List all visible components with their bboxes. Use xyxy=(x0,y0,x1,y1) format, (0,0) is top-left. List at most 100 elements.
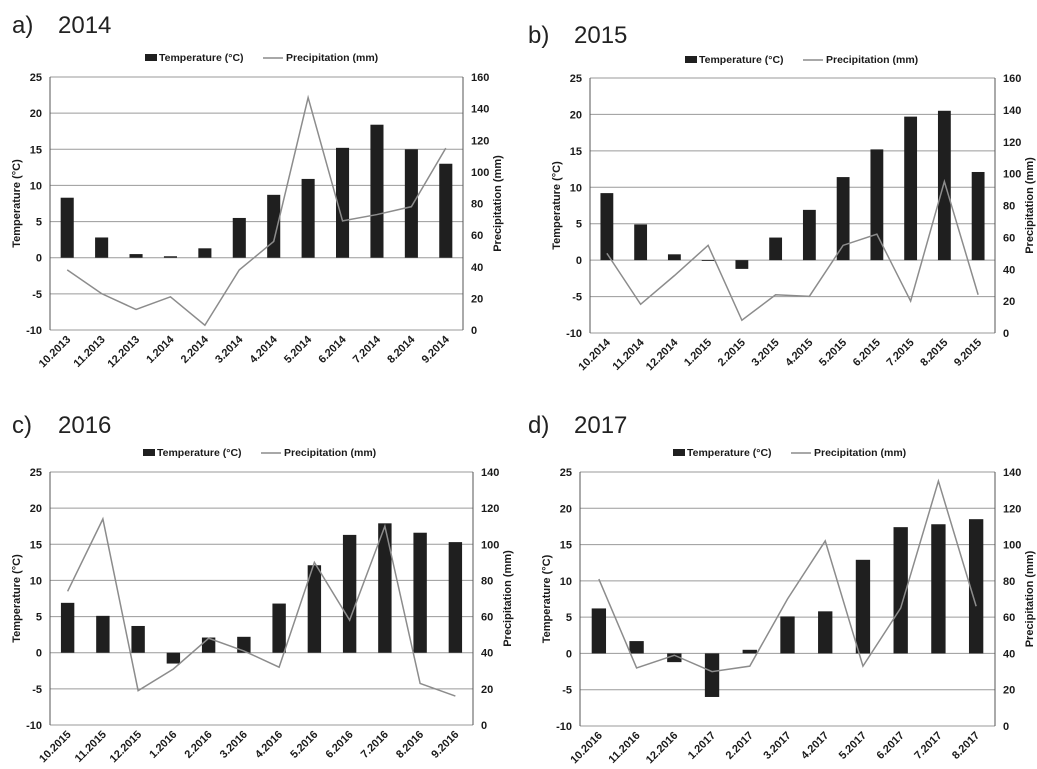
precipitation-line xyxy=(606,178,979,322)
y2-tick-label: 20 xyxy=(471,293,483,305)
y2-tick-label: 60 xyxy=(1003,612,1015,624)
y2-tick-label: 20 xyxy=(1003,296,1015,308)
temperature-bar xyxy=(267,194,281,258)
y-tick-label: 10 xyxy=(30,180,42,192)
y2-tick-label: 100 xyxy=(481,539,499,551)
legend-bar-swatch xyxy=(673,449,685,456)
y-tick-label: 5 xyxy=(36,612,42,624)
legend-label-temperature: Temperature (°C) xyxy=(687,447,772,459)
temperature-bar xyxy=(780,616,795,654)
y-tick-label: -5 xyxy=(32,289,42,301)
legend-label-temperature: Temperature (°C) xyxy=(699,54,784,66)
legend-label-temperature: Temperature (°C) xyxy=(159,52,244,64)
y2-tick-label: 100 xyxy=(471,167,489,179)
temperature-bar xyxy=(163,256,177,258)
y2-tick-label: 40 xyxy=(471,262,483,274)
y-tick-label: 25 xyxy=(570,73,582,85)
y2-tick-label: 140 xyxy=(1003,105,1021,117)
legend-label-precipitation: Precipitation (mm) xyxy=(826,54,918,66)
temperature-bar xyxy=(342,534,357,653)
temperature-bar xyxy=(378,523,392,653)
temperature-bar xyxy=(818,611,833,654)
panel-letter: b) xyxy=(528,22,550,49)
temperature-bar xyxy=(836,177,850,261)
panel-year: 2017 xyxy=(574,412,628,439)
x-tick-label: 1.2017 xyxy=(686,730,718,762)
panel-letter: c) xyxy=(12,412,32,439)
y-tick-label: 10 xyxy=(30,575,42,587)
y2-tick-label: 60 xyxy=(1003,232,1015,244)
y-tick-label: 15 xyxy=(30,539,42,551)
legend-bar-swatch xyxy=(143,449,155,456)
y-axis-title: Temperature (°C) xyxy=(11,554,23,643)
temperature-bar xyxy=(95,237,109,258)
y-tick-label: 5 xyxy=(36,217,42,229)
temperature-bar xyxy=(667,653,682,663)
y-tick-label: 0 xyxy=(36,648,42,660)
x-tick-label: 3.2017 xyxy=(761,730,793,762)
y2-tick-label: 0 xyxy=(1003,721,1009,733)
y-tick-label: 10 xyxy=(560,576,572,588)
y2-tick-label: 40 xyxy=(1003,648,1015,660)
temperature-precipitation-chart-2016: -10-5051015202502040608010012014010.2015… xyxy=(11,447,514,765)
x-tick-label: 10.2016 xyxy=(568,730,605,767)
x-tick-label: 11.2016 xyxy=(607,730,643,766)
temperature-bar xyxy=(301,178,315,258)
y-tick-label: -5 xyxy=(32,684,42,696)
precipitation-line xyxy=(66,94,447,327)
y-tick-label: 25 xyxy=(30,467,42,479)
temperature-bar xyxy=(634,224,648,261)
y-tick-label: 5 xyxy=(566,612,572,624)
y-tick-label: 0 xyxy=(566,648,572,660)
temperature-bar xyxy=(131,625,145,653)
y-tick-label: -10 xyxy=(26,325,42,337)
y2-tick-label: 60 xyxy=(481,612,493,624)
y2-axis-title: Precipitation (mm) xyxy=(492,155,504,252)
temperature-bar xyxy=(704,653,720,697)
temperature-bar xyxy=(129,254,143,258)
temperature-bar xyxy=(701,260,715,261)
temperature-bar xyxy=(591,608,607,654)
legend-label-precipitation: Precipitation (mm) xyxy=(286,52,378,64)
y-tick-label: 20 xyxy=(570,109,582,121)
temperature-bar xyxy=(667,254,681,261)
temperature-bar xyxy=(904,116,918,261)
y2-tick-label: 100 xyxy=(1003,540,1021,552)
y2-tick-label: 120 xyxy=(1003,137,1021,149)
temperature-bar xyxy=(336,147,350,258)
legend-bar-swatch xyxy=(145,54,157,61)
temperature-bar xyxy=(769,237,783,261)
temperature-bar xyxy=(600,193,614,261)
x-tick-label: 12.2016 xyxy=(644,730,681,767)
temperature-bar xyxy=(870,149,884,261)
y2-axis-title: Precipitation (mm) xyxy=(502,550,514,647)
temperature-bar xyxy=(735,260,749,269)
y2-tick-label: 160 xyxy=(1003,73,1021,85)
y2-tick-label: 40 xyxy=(481,648,493,660)
y-tick-label: 5 xyxy=(576,219,582,231)
temperature-bar xyxy=(439,163,453,258)
panel-year: 2016 xyxy=(58,412,112,439)
y-axis-title: Temperature (°C) xyxy=(11,159,23,248)
y2-tick-label: 120 xyxy=(471,135,489,147)
y2-tick-label: 100 xyxy=(1003,169,1021,181)
legend-bar-swatch xyxy=(685,56,697,63)
y-tick-label: 20 xyxy=(560,503,572,515)
temperature-bar xyxy=(742,649,757,654)
y2-tick-label: 80 xyxy=(481,575,493,587)
temperature-bar xyxy=(370,124,384,258)
temperature-bar xyxy=(971,171,985,261)
y2-tick-label: 160 xyxy=(471,72,489,84)
y2-tick-label: 0 xyxy=(471,325,477,337)
y2-tick-label: 20 xyxy=(1003,685,1015,697)
panel-year: 2014 xyxy=(58,12,112,39)
temperature-bar xyxy=(237,636,251,653)
y2-tick-label: 60 xyxy=(471,230,483,242)
y2-tick-label: 0 xyxy=(1003,328,1009,340)
y-tick-label: 15 xyxy=(570,146,582,158)
y-tick-label: -10 xyxy=(566,328,582,340)
y2-tick-label: 20 xyxy=(481,684,493,696)
temperature-bar xyxy=(855,559,871,654)
temperature-bar xyxy=(802,209,816,261)
